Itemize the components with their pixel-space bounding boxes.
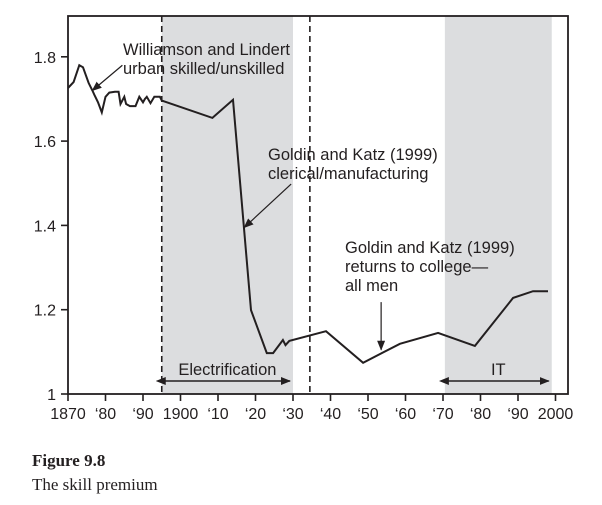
skill-premium-chart: Electrification IT Williamson and Lindert… [34, 15, 573, 423]
x-axis-ticks: 1870 ‘80 ‘90 1900 ‘10 ‘20 ‘30 ‘40 ‘50 ‘60 ‘70 ‘80 ‘9… [50, 394, 573, 423]
x-tick-label: ‘70 [432, 406, 453, 423]
y-tick-label: 1 [47, 387, 56, 404]
annotation-line: Goldin and Katz (1999) [268, 146, 438, 164]
axes [67, 15, 569, 395]
x-tick-label: 2000 [538, 406, 574, 423]
annotation-line: returns to college— [345, 258, 489, 276]
x-tick-label: ‘90 [507, 406, 528, 423]
annotation-text-2: Goldin and Katz (1999) returns to college… [345, 239, 515, 295]
x-tick-label: ‘80 [470, 406, 491, 423]
period-labels: Electrification IT [155, 361, 550, 385]
annotation-line: all men [345, 277, 398, 295]
plot-frame [67, 15, 569, 395]
y-tick-label: 1.6 [34, 134, 56, 151]
x-tick-label: ‘50 [357, 406, 378, 423]
annotation-line: Goldin and Katz (1999) [345, 239, 515, 257]
x-tick-label: ‘20 [245, 406, 266, 423]
annotation-line: clerical/manufacturing [268, 165, 429, 183]
dashed-reference-lines [160, 16, 311, 394]
series-layer [67, 63, 548, 364]
shaded-period-it [444, 16, 552, 394]
shaded-period-electrification [161, 16, 293, 394]
x-tick-label: ‘80 [95, 406, 116, 423]
y-tick-label: 1.8 [34, 50, 56, 67]
shaded-periods [161, 16, 552, 394]
series-line [67, 63, 548, 364]
x-tick-label: ‘60 [395, 406, 416, 423]
figure-caption: The skill premium [32, 475, 158, 494]
annotation-line: Williamson and Lindert [123, 41, 290, 59]
figure-label: Figure 9.8 [32, 451, 106, 470]
x-tick-label: ‘10 [207, 406, 228, 423]
y-axis-ticks: 1 1.2 1.4 1.6 1.8 [34, 50, 68, 404]
annotation-arrow-0 [91, 64, 123, 92]
annotations: Williamson and Lindert urban skilled/unsk… [91, 41, 515, 351]
x-tick-label: ‘90 [132, 406, 153, 423]
x-tick-label: ‘30 [282, 406, 303, 423]
x-tick-label: 1900 [163, 406, 199, 423]
y-tick-label: 1.4 [34, 218, 56, 235]
y-tick-label: 1.2 [34, 303, 56, 320]
annotation-arrow-1 [243, 183, 292, 229]
annotation-text-1: Goldin and Katz (1999) clerical/manufactu… [268, 146, 438, 183]
x-tick-label: ‘40 [320, 406, 341, 423]
annotation-text-0: Williamson and Lindert urban skilled/unsk… [123, 41, 290, 78]
period-label-electrification: Electrification [178, 361, 276, 379]
x-tick-label: 1870 [50, 406, 86, 423]
period-label-it: IT [491, 361, 506, 379]
annotation-line: urban skilled/unskilled [123, 60, 284, 78]
